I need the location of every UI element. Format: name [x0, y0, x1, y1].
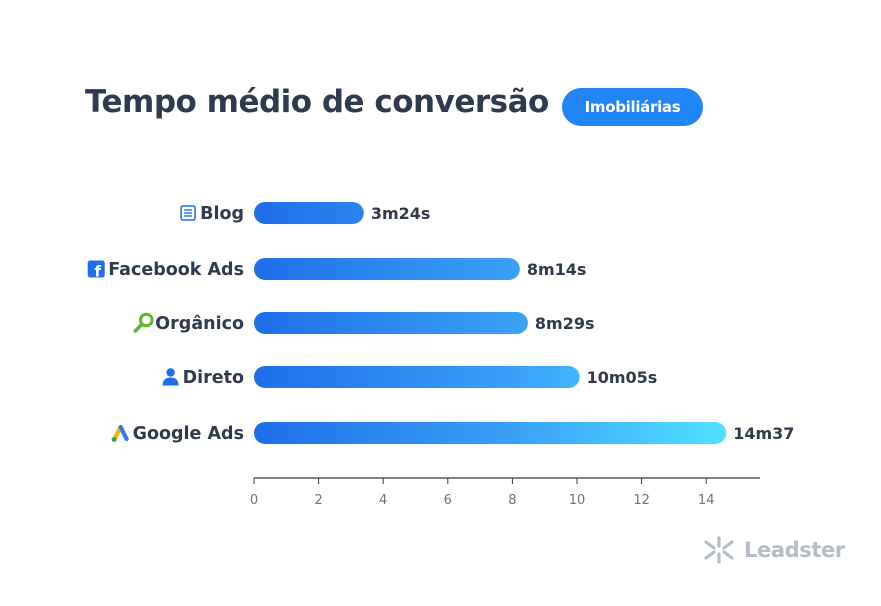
blog-icon [180, 205, 196, 221]
leadster-logo-text: Leadster [744, 538, 845, 562]
value-label: 14m37 [733, 424, 794, 443]
x-tick-label: 6 [444, 493, 452, 508]
facebook-icon: f [87, 260, 105, 281]
labels-layer: 3m24s Blog 8m14s Facebook Ads f 8m29s Orgânico… [87, 204, 794, 444]
value-label: 8m14s [527, 260, 587, 279]
bar-1 [254, 258, 520, 280]
value-label: 3m24s [371, 204, 431, 223]
x-tick-label: 12 [633, 493, 650, 508]
google-ads-icon [111, 424, 129, 442]
chart-title: Tempo médio de conversão [85, 84, 549, 120]
category-label: Google Ads [133, 424, 244, 444]
bar-3 [254, 366, 580, 388]
category-label: Facebook Ads [108, 260, 244, 280]
leadster-logo: Leadster [702, 535, 845, 565]
x-tick-label: 8 [508, 493, 516, 508]
value-label: 8m29s [535, 314, 595, 333]
organic-search-icon [133, 312, 154, 333]
person-icon [162, 368, 179, 386]
bar-4 [254, 422, 727, 444]
category-label: Direto [183, 368, 244, 388]
category-label: Blog [200, 204, 244, 224]
leadster-logo-icon [704, 536, 734, 564]
bar-0 [254, 202, 364, 224]
bar-2 [254, 312, 528, 334]
x-tick-label: 0 [250, 493, 258, 508]
svg-text:f: f [94, 263, 101, 281]
value-label: 10m05s [587, 368, 658, 387]
segment-badge: Imobiliárias [562, 88, 703, 126]
x-tick-label: 10 [569, 493, 586, 508]
category-label: Orgânico [155, 314, 244, 334]
x-axis: 0 2 4 6 8 10 12 14 [250, 477, 760, 508]
x-tick-label: 14 [698, 493, 715, 508]
bars-layer [254, 202, 727, 444]
x-tick-label: 4 [379, 493, 387, 508]
x-tick-label: 2 [314, 493, 322, 508]
